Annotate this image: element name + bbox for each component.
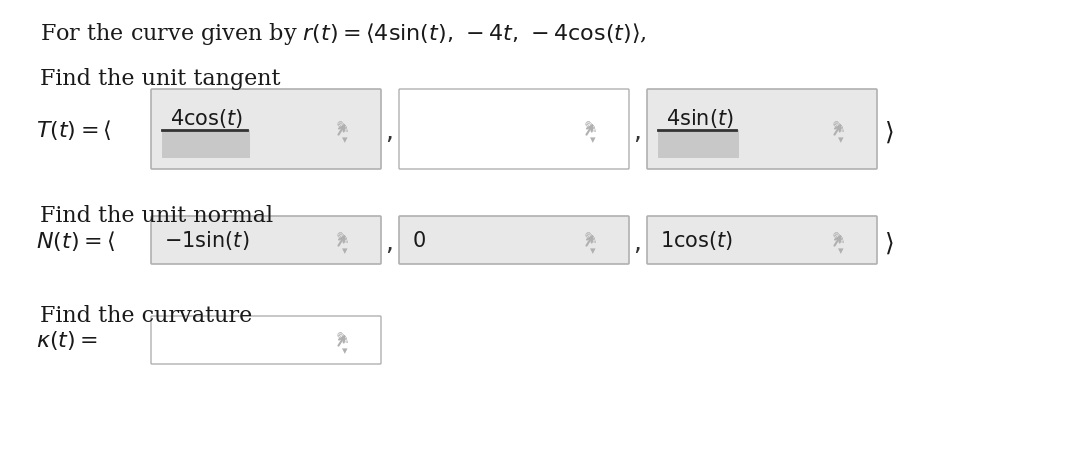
Text: $4\sin(t)$: $4\sin(t)$: [666, 107, 734, 130]
Text: ▾: ▾: [838, 135, 844, 144]
Text: ▾: ▾: [342, 245, 348, 256]
FancyBboxPatch shape: [647, 217, 877, 264]
FancyBboxPatch shape: [647, 90, 877, 169]
Text: Find the unit normal: Find the unit normal: [40, 205, 274, 226]
Text: ✎: ✎: [831, 230, 845, 247]
Text: For the curve given by $r(t) = \langle 4\sin(t),\,-4t,\,-4\cos(t)\rangle$,: For the curve given by $r(t) = \langle 4…: [40, 21, 646, 47]
Text: $1\cos(t)$: $1\cos(t)$: [661, 229, 734, 252]
Text: Find the curvature: Find the curvature: [40, 304, 252, 326]
Text: ▾: ▾: [342, 135, 348, 144]
Bar: [162, 131, 250, 159]
Text: $T(t) = \langle$: $T(t) = \langle$: [36, 118, 112, 142]
Text: ✎: ✎: [583, 119, 597, 137]
Text: $0$: $0$: [412, 231, 426, 250]
Text: ,: ,: [385, 231, 393, 255]
FancyBboxPatch shape: [399, 217, 629, 264]
Text: ✎: ✎: [583, 230, 597, 247]
Text: Find the unit tangent: Find the unit tangent: [40, 68, 280, 90]
Text: $\rangle$: $\rangle$: [884, 119, 894, 144]
Text: $4\cos(t)$: $4\cos(t)$: [170, 107, 243, 130]
Text: ▾: ▾: [838, 245, 844, 256]
Text: ▾: ▾: [590, 245, 596, 256]
Text: $-1\sin(t)$: $-1\sin(t)$: [164, 229, 250, 252]
Text: $N(t) = \langle$: $N(t) = \langle$: [36, 229, 114, 252]
Text: ✎: ✎: [335, 119, 349, 137]
Text: ,: ,: [385, 120, 393, 144]
Text: ✎: ✎: [831, 119, 845, 137]
Text: $\kappa(t) =$: $\kappa(t) =$: [36, 329, 98, 352]
FancyBboxPatch shape: [152, 217, 382, 264]
Text: ▾: ▾: [342, 345, 348, 355]
FancyBboxPatch shape: [152, 90, 382, 169]
Text: ✎: ✎: [335, 230, 349, 247]
Text: ▾: ▾: [590, 135, 596, 144]
Text: $\rangle$: $\rangle$: [884, 230, 894, 255]
FancyBboxPatch shape: [399, 90, 629, 169]
Text: ✎: ✎: [335, 329, 349, 347]
Bar: [658, 131, 739, 159]
FancyBboxPatch shape: [152, 316, 382, 364]
Text: ,: ,: [633, 120, 641, 144]
Text: ,: ,: [633, 231, 641, 255]
